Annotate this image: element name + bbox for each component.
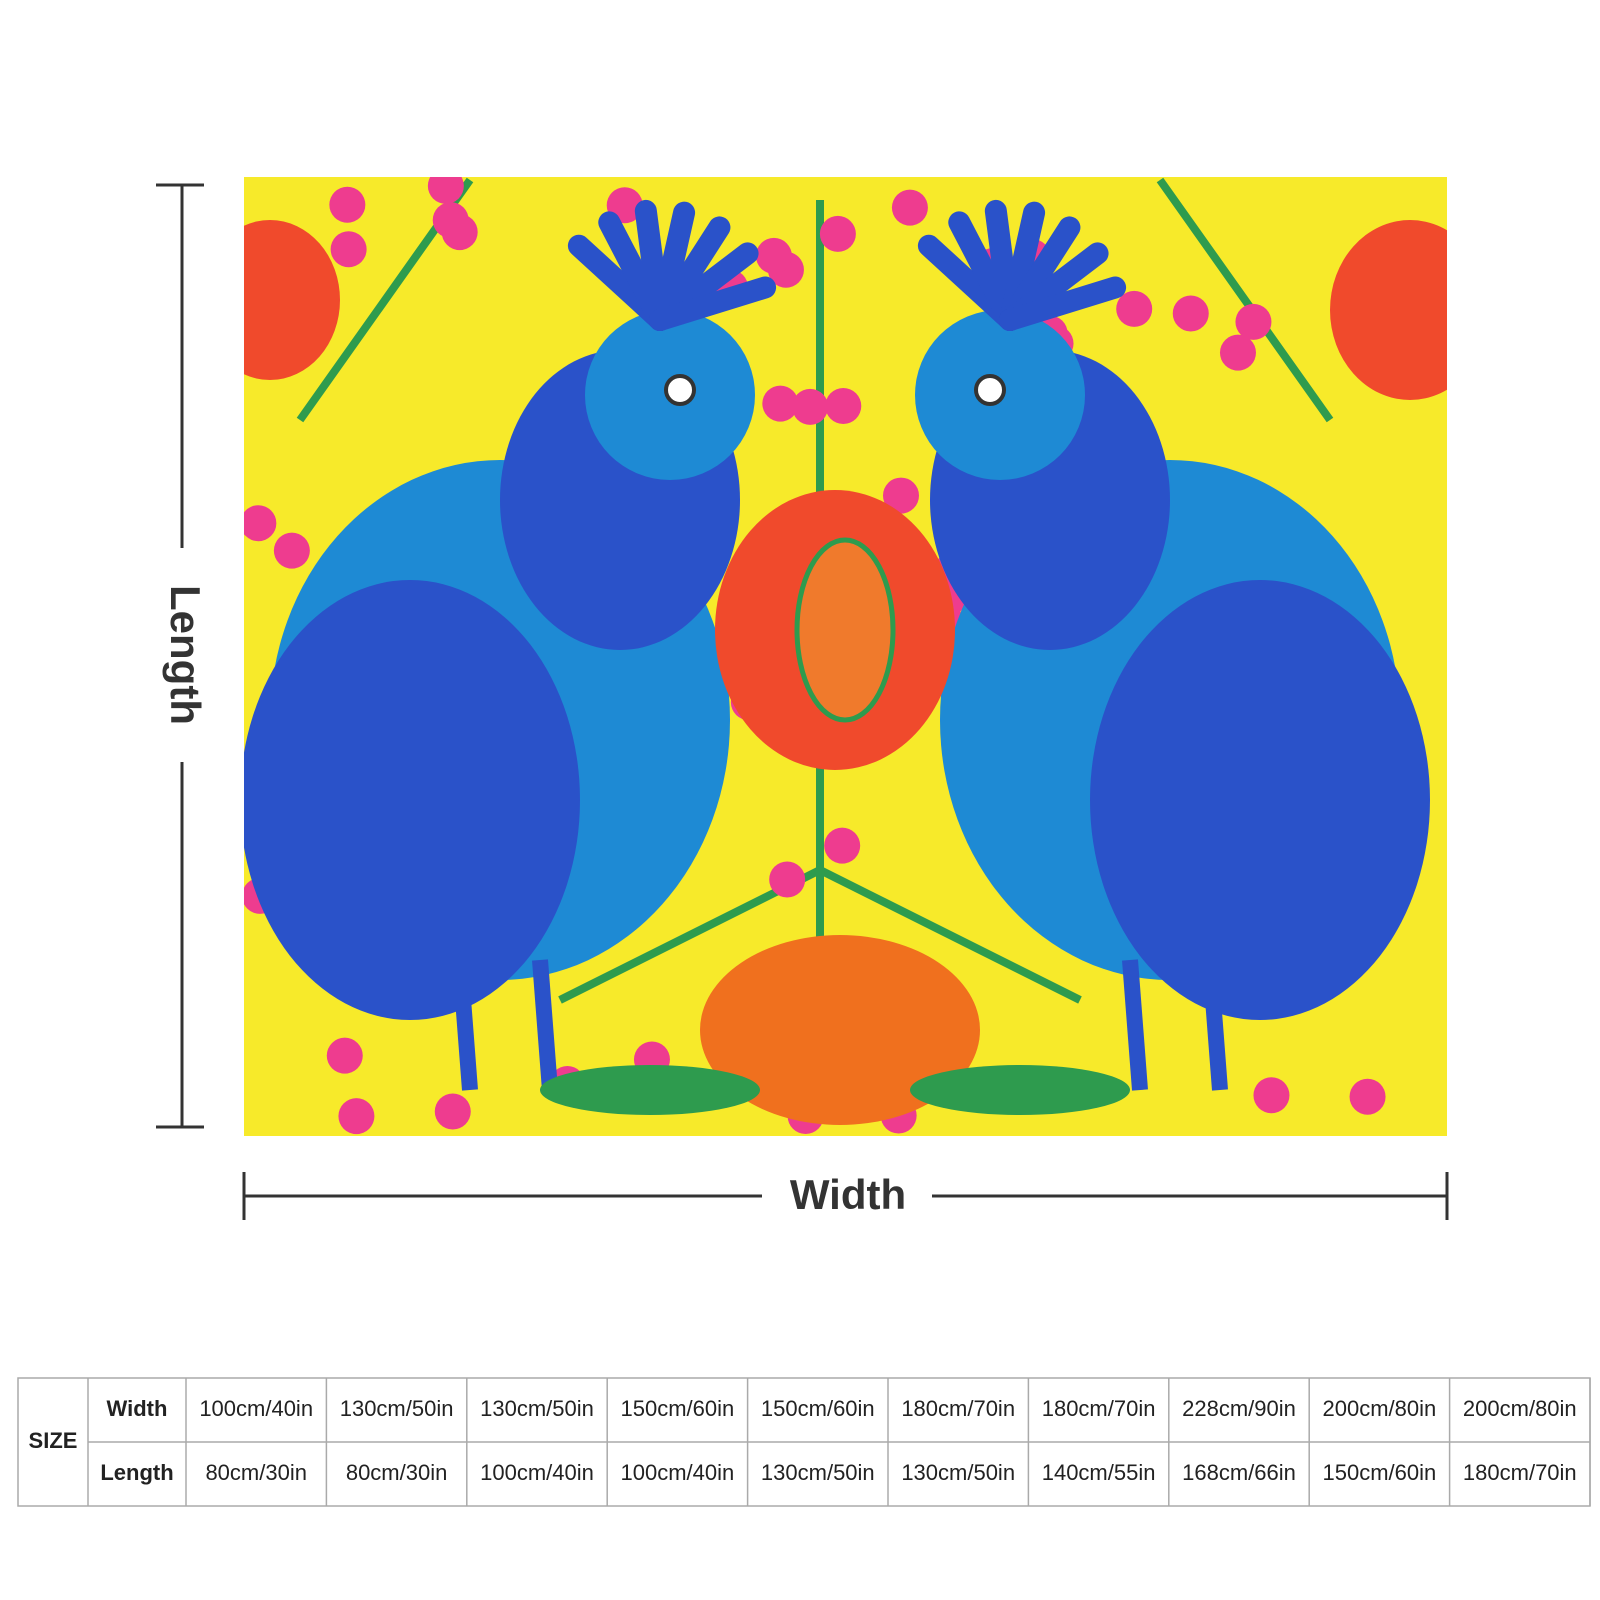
berry — [792, 388, 829, 425]
berry — [769, 861, 806, 898]
berry — [329, 186, 366, 223]
leg — [1122, 959, 1148, 1091]
berry — [432, 202, 469, 239]
berry — [819, 215, 856, 252]
size-cell: 150cm/60in — [621, 1396, 735, 1421]
side-flower — [244, 220, 340, 380]
berry — [338, 1098, 375, 1135]
size-cell: 168cm/66in — [1182, 1460, 1296, 1485]
berry — [427, 177, 464, 204]
berry — [1235, 303, 1272, 340]
size-cell: 100cm/40in — [621, 1460, 735, 1485]
berry — [434, 1093, 471, 1130]
berry — [882, 477, 919, 514]
length-dimension: Length — [156, 183, 209, 1129]
leg — [532, 959, 558, 1091]
crest — [649, 276, 777, 331]
berry — [762, 385, 799, 422]
size-cell: 150cm/60in — [1323, 1460, 1437, 1485]
size-cell: 130cm/50in — [340, 1396, 454, 1421]
blanket-artwork — [244, 177, 1447, 1136]
row-label: Length — [100, 1460, 173, 1485]
size-cell: 100cm/40in — [480, 1460, 594, 1485]
artwork-shapes — [244, 177, 1447, 1135]
flower-lower — [700, 935, 980, 1125]
berry — [825, 387, 862, 424]
berry — [330, 231, 367, 268]
side-flower — [1330, 220, 1447, 400]
size-cell: 100cm/40in — [199, 1396, 313, 1421]
berry — [1253, 1077, 1290, 1114]
berry — [273, 532, 310, 569]
size-cell: 150cm/60in — [761, 1396, 875, 1421]
leg — [452, 959, 478, 1091]
row-label: Width — [107, 1396, 168, 1421]
size-cell: 130cm/50in — [761, 1460, 875, 1485]
size-cell: 80cm/30in — [346, 1460, 448, 1485]
width-label: Width — [790, 1171, 906, 1218]
crest — [999, 276, 1127, 331]
berry — [1116, 290, 1153, 327]
size-table: SIZE Width 100cm/40in 130cm/50in 130cm/50in 1… — [17, 1377, 1591, 1507]
berry — [1219, 334, 1256, 371]
size-cell: 180cm/70in — [1042, 1396, 1156, 1421]
leaf — [540, 1065, 760, 1115]
size-cell: 80cm/30in — [205, 1460, 307, 1485]
leaf — [910, 1065, 1130, 1115]
size-cell: 140cm/55in — [1042, 1460, 1156, 1485]
size-cell: 130cm/50in — [901, 1460, 1015, 1485]
berry — [1349, 1078, 1386, 1115]
size-cell: 228cm/90in — [1182, 1396, 1296, 1421]
bird-eye — [974, 374, 1006, 406]
leg — [1202, 959, 1228, 1091]
size-cell: 180cm/70in — [1463, 1460, 1577, 1485]
size-cell: 200cm/80in — [1463, 1396, 1577, 1421]
berry — [326, 1037, 363, 1074]
size-label: SIZE — [29, 1428, 78, 1453]
size-cell: 130cm/50in — [480, 1396, 594, 1421]
berry — [244, 505, 277, 542]
flower-center — [794, 537, 896, 723]
berry — [824, 827, 861, 864]
size-cell: 200cm/80in — [1323, 1396, 1437, 1421]
length-label: Length — [162, 585, 209, 725]
berry — [891, 189, 928, 226]
bird-body — [1090, 580, 1430, 1020]
bird-eye — [664, 374, 696, 406]
stem — [1156, 177, 1334, 423]
berry — [1172, 295, 1209, 332]
berry — [755, 237, 792, 274]
bird-body — [244, 580, 580, 1020]
stem — [818, 866, 1082, 1004]
width-dimension: Width — [242, 1171, 1449, 1220]
size-cell: 180cm/70in — [901, 1396, 1015, 1421]
